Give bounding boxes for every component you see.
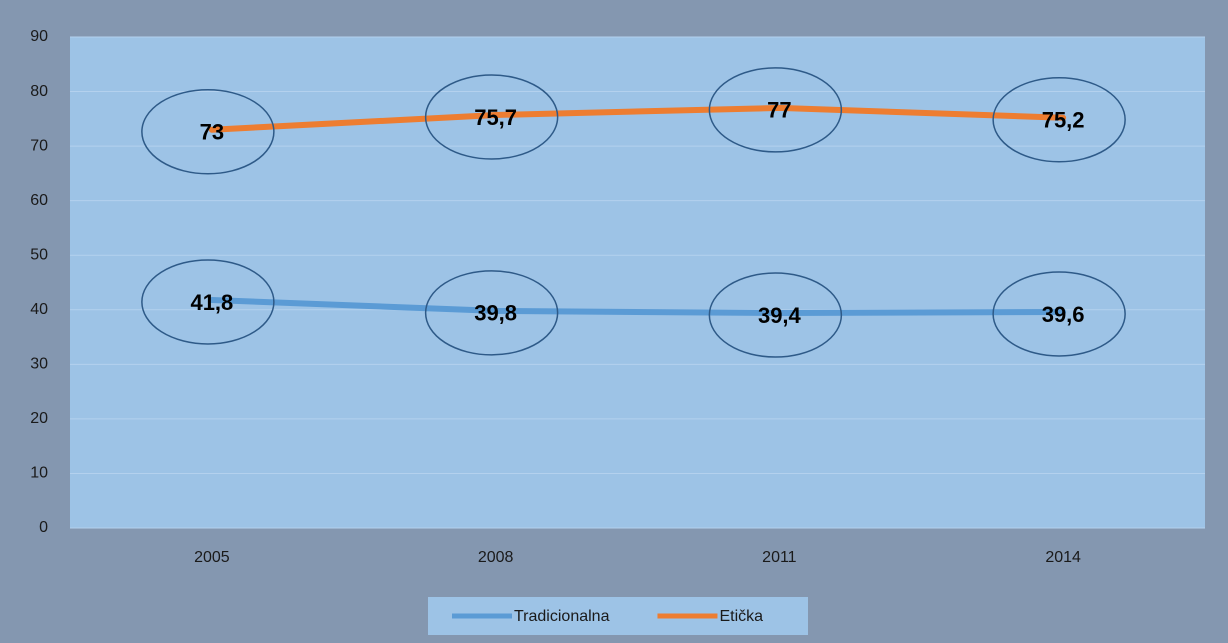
data-label: 77 xyxy=(767,98,791,123)
y-tick-label: 30 xyxy=(30,356,48,373)
data-label: 73 xyxy=(200,120,224,145)
highlight-ellipse xyxy=(424,74,559,160)
data-label: 39,6 xyxy=(1042,302,1085,327)
y-tick-label: 20 xyxy=(30,410,48,427)
highlight-ellipse xyxy=(424,270,559,356)
y-tick-label: 0 xyxy=(39,519,48,536)
y-tick-label: 80 xyxy=(30,83,48,100)
x-tick-label: 2011 xyxy=(762,549,797,566)
y-tick-label: 90 xyxy=(30,28,48,45)
x-tick-label: 2014 xyxy=(1045,549,1081,566)
y-tick-label: 50 xyxy=(30,246,48,263)
x-tick-label: 2005 xyxy=(194,549,230,566)
data-label: 75,2 xyxy=(1042,108,1085,133)
legend-label: Etička xyxy=(719,608,763,625)
legend-label: Tradicionalna xyxy=(514,608,610,625)
y-tick-label: 40 xyxy=(30,301,48,318)
data-label: 75,7 xyxy=(474,105,517,130)
highlight-ellipse xyxy=(141,259,275,345)
x-tick-label: 2008 xyxy=(478,549,514,566)
series-line xyxy=(208,104,1067,133)
series-line xyxy=(208,296,1067,317)
highlight-ellipse xyxy=(708,272,843,358)
data-label: 41,8 xyxy=(190,290,233,315)
y-tick-label: 70 xyxy=(30,137,48,154)
highlight-ellipse xyxy=(992,76,1126,163)
highlight-ellipse xyxy=(708,67,843,153)
y-tick-label: 10 xyxy=(30,465,48,482)
highlight-ellipse xyxy=(141,88,275,175)
highlight-ellipse xyxy=(992,271,1126,357)
y-tick-label: 60 xyxy=(30,192,48,209)
data-label: 39,4 xyxy=(758,303,802,328)
data-label: 39,8 xyxy=(474,301,517,326)
